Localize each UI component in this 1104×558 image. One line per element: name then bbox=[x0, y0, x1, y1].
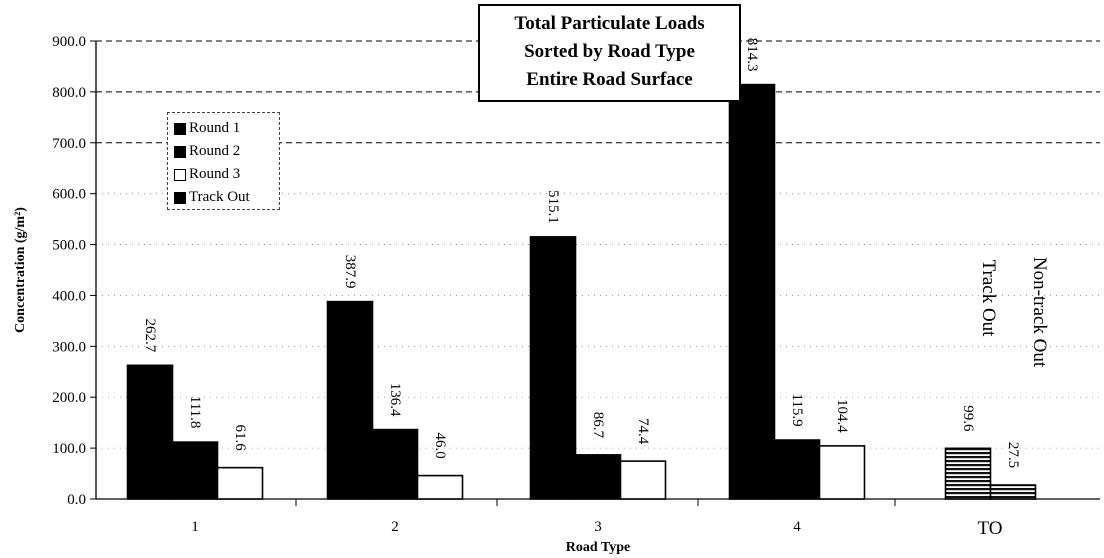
y-axis-title: Concentration (g/m²) bbox=[13, 207, 28, 333]
legend-item-track-out: Track Out bbox=[174, 186, 279, 209]
bar-round-3-type-1 bbox=[216, 466, 264, 500]
bar-round-2-type-4 bbox=[773, 439, 821, 500]
x-tick-label-TO: TO bbox=[978, 518, 1003, 539]
label-round-3-type-3: 74.4 bbox=[635, 418, 651, 445]
legend-swatch-round-1 bbox=[174, 122, 186, 135]
legend-item-round-1: Round 1 bbox=[174, 117, 279, 140]
legend-label-round-1: Round 1 bbox=[189, 120, 241, 136]
bar-round-3-type-3 bbox=[619, 460, 667, 500]
legend: Round 1 Round 2 Round 3 Track Out bbox=[167, 112, 280, 210]
x-tick-label-1: 1 bbox=[191, 519, 199, 535]
label-round-1-type-2: 387.9 bbox=[342, 255, 358, 289]
y-tick-label-2: 200.0 bbox=[52, 390, 86, 406]
label-track-out-TO: 99.6 bbox=[960, 405, 976, 432]
y-tick-label-9: 900.0 bbox=[52, 34, 86, 50]
y-tick-label-6: 600.0 bbox=[52, 187, 86, 203]
label-non-track-out-TO: 27.5 bbox=[1005, 442, 1021, 468]
label-round-1-type-4: 814.3 bbox=[744, 38, 760, 72]
y-tick-label-8: 800.0 bbox=[52, 85, 86, 101]
legend-label-round-2: Round 2 bbox=[189, 143, 241, 159]
bar-round-1-type-3 bbox=[529, 236, 577, 500]
x-axis-title: Road Type bbox=[566, 540, 630, 555]
label-round-2-type-4: 115.9 bbox=[789, 393, 805, 426]
y-tick-label-3: 300.0 bbox=[52, 339, 86, 355]
annotation-non-track-out: Non-track Out bbox=[1029, 257, 1050, 368]
gridlines bbox=[96, 40, 1100, 449]
y-tick-label-5: 500.0 bbox=[52, 238, 86, 254]
bar-round-1-type-4 bbox=[728, 83, 776, 500]
bar-round-2-type-3 bbox=[574, 454, 622, 500]
label-round-2-type-3: 86.7 bbox=[590, 412, 606, 439]
y-tick-label-1: 100.0 bbox=[52, 441, 86, 457]
bar-round-2-type-1 bbox=[171, 441, 219, 500]
legend-item-round-3: Round 3 bbox=[174, 163, 279, 186]
legend-label-round-3: Round 3 bbox=[189, 166, 241, 182]
legend-swatch-track-out bbox=[174, 191, 186, 204]
bar-round-1-type-2 bbox=[326, 300, 374, 500]
bar-non-track-out-TO bbox=[989, 484, 1037, 500]
y-tick-label-7: 700.0 bbox=[52, 136, 86, 152]
legend-swatch-round-2 bbox=[174, 145, 186, 158]
chart-title: Total Particulate Loads Sorted by Road T… bbox=[478, 4, 741, 102]
label-round-3-type-4: 104.4 bbox=[834, 399, 850, 433]
label-round-1-type-3: 515.1 bbox=[545, 190, 561, 224]
y-tick-label-4: 400.0 bbox=[52, 288, 86, 304]
bars bbox=[126, 83, 1037, 500]
chart-title-line-3: Entire Road Surface bbox=[526, 69, 693, 90]
chart-title-line-1: Total Particulate Loads bbox=[514, 13, 705, 34]
bar-round-2-type-2 bbox=[371, 428, 419, 500]
label-round-3-type-1: 61.6 bbox=[232, 425, 248, 452]
legend-item-round-2: Round 2 bbox=[174, 140, 279, 163]
bar-round-1-type-1 bbox=[126, 364, 174, 500]
label-round-2-type-1: 111.8 bbox=[187, 396, 203, 429]
x-tick-label-2: 2 bbox=[391, 519, 399, 535]
legend-label-track-out: Track Out bbox=[189, 189, 250, 205]
bar-track-out-TO bbox=[944, 447, 992, 500]
label-round-1-type-1: 262.7 bbox=[142, 318, 158, 352]
y-tick-labels: 0.0 100.0 200.0 300.0 400.0 500.0 600.0 700.0 80… bbox=[52, 34, 96, 508]
label-round-2-type-2: 136.4 bbox=[387, 383, 403, 417]
x-tick-label-4: 4 bbox=[793, 519, 801, 535]
label-round-3-type-2: 46.0 bbox=[432, 432, 448, 458]
chart-title-line-2: Sorted by Road Type bbox=[524, 41, 695, 62]
bar-round-3-type-2 bbox=[416, 474, 464, 500]
legend-swatch-round-3 bbox=[174, 168, 186, 181]
annotation-track-out: Track Out bbox=[978, 260, 999, 338]
x-tick-labels: 1 2 3 4 TO bbox=[191, 499, 1002, 539]
data-labels: 262.7 111.8 61.6 387.9 136.4 46.0 515.1 86.7 74.… bbox=[142, 38, 1021, 468]
x-tick-label-3: 3 bbox=[594, 519, 602, 535]
bar-round-3-type-4 bbox=[818, 445, 866, 500]
y-tick-label-0: 0.0 bbox=[67, 492, 86, 508]
